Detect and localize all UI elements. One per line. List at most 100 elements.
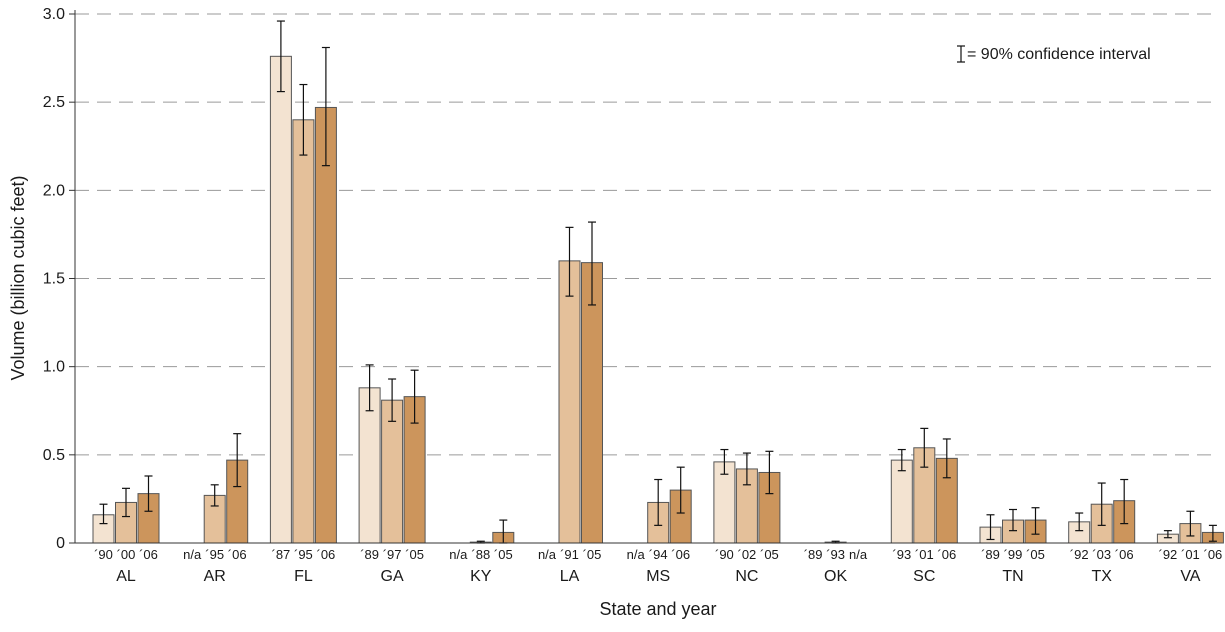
year-label: n/a — [849, 547, 868, 562]
error-bar — [1097, 482, 1106, 526]
y-tick-label: 1.5 — [43, 271, 65, 288]
error-bar — [299, 83, 308, 156]
state-label: LA — [560, 568, 580, 585]
year-label: n/a — [449, 547, 468, 562]
state-label: GA — [381, 568, 404, 585]
error-bar — [742, 452, 751, 486]
year-label: ´91 — [560, 547, 579, 562]
y-tick-label: 2.0 — [43, 182, 65, 199]
year-label: ´05 — [494, 547, 513, 562]
y-tick-label: 3.0 — [43, 6, 65, 23]
error-bar-icon — [957, 45, 965, 63]
year-label: ´97 — [383, 547, 402, 562]
error-bar — [588, 221, 596, 306]
state-label: FL — [294, 568, 313, 585]
error-bar — [388, 378, 397, 422]
error-bar — [276, 20, 285, 93]
state-label: TX — [1091, 568, 1112, 585]
year-label: ´05 — [583, 547, 602, 562]
error-bar — [986, 514, 995, 541]
error-bar — [1208, 524, 1217, 542]
legend: = 90% confidence interval — [957, 45, 1151, 63]
error-bars — [99, 20, 1217, 544]
year-label: ´05 — [760, 547, 779, 562]
year-label: ´90 — [715, 547, 734, 562]
error-bar — [99, 503, 108, 525]
error-bar — [720, 448, 729, 475]
state-label: OK — [824, 568, 847, 585]
error-bar — [1186, 510, 1195, 537]
year-label: ´94 — [649, 547, 668, 562]
error-bar — [1075, 512, 1084, 532]
year-label: ´06 — [1115, 547, 1134, 562]
state-label: KY — [470, 568, 492, 585]
error-bar — [122, 487, 130, 518]
gridlines — [75, 13, 1215, 456]
year-label: ´89 — [360, 547, 379, 562]
state-label: VA — [1180, 568, 1200, 585]
legend-text: = 90% confidence interval — [967, 46, 1151, 63]
year-label: ´06 — [937, 547, 956, 562]
year-label: ´89 — [804, 547, 823, 562]
year-label: ´93 — [826, 547, 845, 562]
year-label: ´06 — [671, 547, 690, 562]
state-label: MS — [646, 568, 670, 585]
year-label: ´92 — [1159, 547, 1178, 562]
error-bar — [676, 466, 685, 514]
bar-la-1 — [558, 260, 581, 544]
year-label: ´05 — [1026, 547, 1045, 562]
year-label: n/a — [627, 547, 646, 562]
year-label: ´90 — [94, 547, 113, 562]
state-label: AR — [204, 568, 226, 585]
state-label: TN — [1002, 568, 1023, 585]
error-bar — [942, 438, 951, 479]
bars — [92, 55, 1224, 544]
x-axis-title: State and year — [599, 599, 716, 619]
year-label: ´87 — [272, 547, 291, 562]
year-label: ´06 — [139, 547, 158, 562]
y-tick-label: 2.5 — [43, 94, 65, 111]
year-label: ´89 — [981, 547, 1000, 562]
year-label: ´01 — [1181, 547, 1200, 562]
error-bar — [765, 450, 774, 495]
error-bar — [1009, 508, 1017, 532]
bar-fl-1 — [292, 119, 315, 544]
year-label: ´03 — [1092, 547, 1111, 562]
error-bar — [897, 448, 906, 472]
error-bar — [210, 484, 219, 507]
year-label: ´92 — [1070, 547, 1089, 562]
year-label: ´93 — [892, 547, 911, 562]
error-bar — [654, 478, 663, 526]
year-label: n/a — [183, 547, 202, 562]
year-label: ´02 — [738, 547, 757, 562]
year-label: ´88 — [471, 547, 490, 562]
error-bar — [1031, 507, 1040, 535]
error-bar — [1120, 478, 1129, 525]
year-label: ´00 — [117, 547, 136, 562]
year-label: ´99 — [1004, 547, 1023, 562]
state-label: SC — [913, 568, 935, 585]
year-label: ´01 — [915, 547, 934, 562]
error-bar — [365, 364, 374, 412]
year-label: ´06 — [1204, 547, 1223, 562]
y-tick-label: 0.5 — [43, 447, 65, 464]
error-bar — [233, 433, 242, 488]
year-label: ´05 — [405, 547, 424, 562]
y-tick-label: 0 — [56, 535, 65, 552]
year-label: n/a — [538, 547, 557, 562]
error-bar — [144, 475, 153, 512]
axes — [69, 10, 1215, 544]
bar-sc-0 — [890, 459, 913, 544]
bar-fl-2 — [314, 106, 337, 544]
state-label: NC — [735, 568, 758, 585]
error-bar — [1163, 530, 1172, 539]
year-label: ´06 — [228, 547, 247, 562]
bar-fl-0 — [269, 55, 292, 544]
error-bar — [321, 46, 330, 167]
year-label: ´95 — [294, 547, 313, 562]
error-bar — [565, 226, 574, 297]
state-label: AL — [116, 568, 136, 585]
y-tick-label: 1.0 — [43, 359, 65, 376]
